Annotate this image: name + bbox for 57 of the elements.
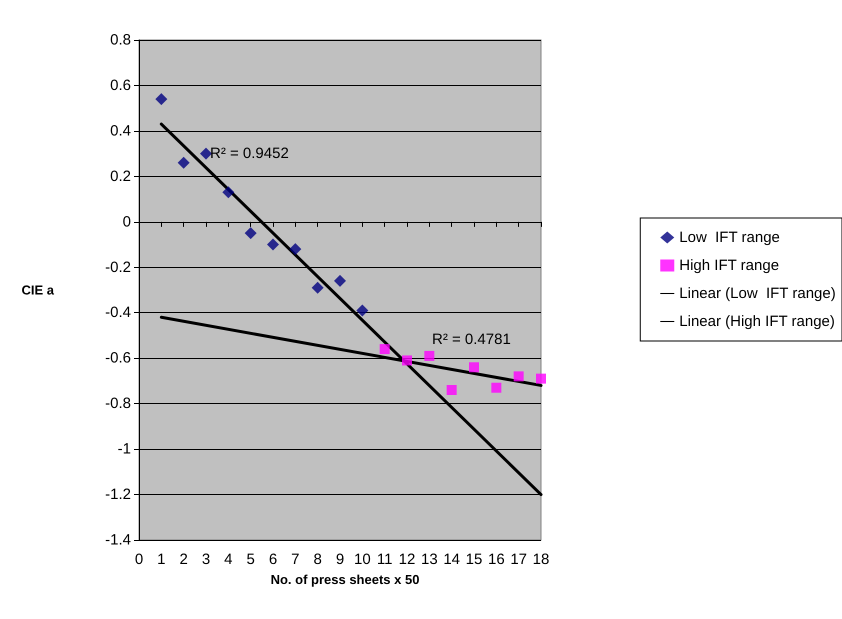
point: [222, 186, 234, 198]
x-axis-title: No. of press sheets x 50: [270, 572, 420, 587]
x-tick-label: 0: [134, 551, 144, 568]
x-tick-label: 3: [202, 551, 210, 568]
point: [380, 344, 390, 354]
legend-label: Low IFT range: [679, 229, 780, 246]
x-tick-label: 4: [224, 551, 233, 568]
point: [155, 93, 168, 106]
x-tick-label: 13: [420, 551, 438, 568]
point: [200, 148, 212, 160]
x-tick-label: 16: [488, 551, 505, 568]
x-tick-label: 9: [336, 551, 344, 568]
y-tick-label: -0.8: [105, 395, 131, 412]
point: [402, 355, 412, 366]
annotation: R² = 0.4781: [432, 331, 511, 348]
x-tick-label: 11: [376, 551, 392, 568]
legend-label: Linear (Low IFT range): [679, 285, 836, 302]
point: [178, 156, 190, 169]
x-tick-label: 17: [510, 551, 528, 568]
y-tick-label: -1.2: [105, 486, 131, 504]
y-tick-label: 0.6: [110, 76, 131, 94]
point: [312, 282, 324, 294]
point: [289, 243, 302, 256]
y-tick-label: -1.4: [105, 532, 131, 548]
y-tick-label: 0.8: [110, 32, 131, 48]
y-axis-title: CIE a: [21, 282, 55, 298]
point: [469, 362, 479, 372]
x-tick-label: 5: [246, 551, 255, 568]
annotation: R² = 0.9452: [210, 145, 289, 162]
y-tick-label: -1: [118, 440, 131, 458]
x-tick-label: 14: [443, 551, 460, 568]
point: [334, 274, 346, 287]
point: [244, 227, 257, 240]
x-tick-label: 18: [532, 551, 550, 568]
x-tick-label: 1: [157, 551, 166, 568]
point: [514, 371, 524, 382]
y-tick-label: 0: [122, 213, 131, 230]
point: [424, 350, 434, 361]
legend-label: Linear (High IFT range): [679, 313, 835, 330]
x-tick-label: 8: [313, 551, 322, 568]
point: [267, 238, 279, 251]
y-tick-label: -0.2: [105, 258, 131, 276]
y-tick-label: 0.2: [110, 168, 131, 185]
point: [356, 304, 368, 316]
x-tick-label: 2: [179, 551, 188, 568]
x-tick-label: 7: [291, 551, 300, 568]
point: [491, 382, 502, 393]
x-tick-label: 6: [268, 551, 278, 568]
point: [446, 385, 457, 395]
x-tick-label: 15: [466, 551, 482, 568]
x-tick-label: 12: [398, 551, 416, 568]
legend-label: High IFT range: [679, 257, 780, 274]
y-tick-label: 0.4: [110, 122, 131, 140]
y-tick-label: -0.6: [105, 350, 131, 367]
x-tick-label: 10: [354, 551, 371, 568]
y-tick-label: -0.4: [105, 304, 131, 322]
point: [536, 374, 546, 384]
